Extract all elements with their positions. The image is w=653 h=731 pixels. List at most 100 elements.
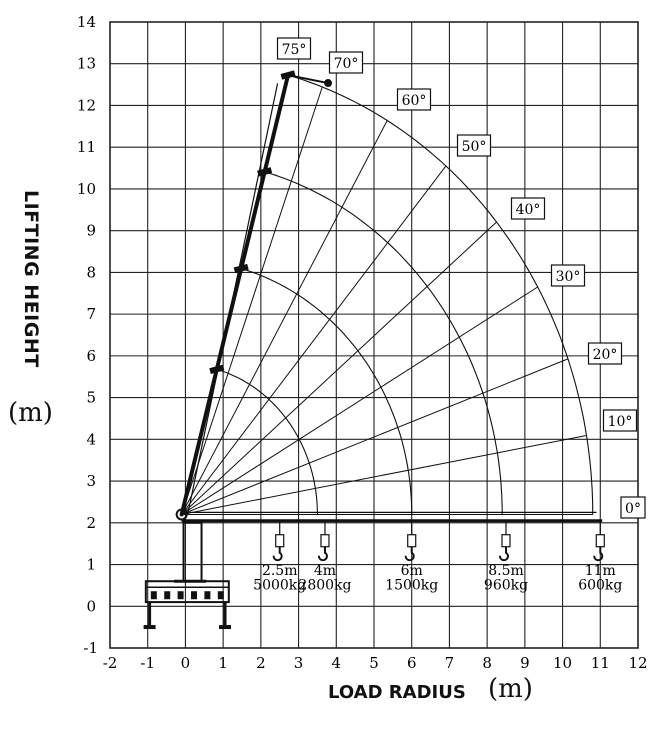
angle-ray	[181, 86, 323, 515]
boom-section-arc	[287, 74, 594, 515]
angle-label-box	[587, 342, 623, 365]
outrigger-foot	[143, 625, 156, 630]
x-axis-unit: (m)	[488, 674, 533, 704]
y-tick-label: 5	[86, 389, 96, 407]
x-tick-label: 11	[591, 654, 610, 672]
load-weight: 600kg	[578, 578, 622, 594]
y-tick-label: 9	[86, 222, 96, 240]
x-tick-label: -2	[103, 654, 118, 672]
truck-detail	[217, 591, 224, 600]
hook-icon	[593, 546, 604, 562]
x-tick-label: 8	[482, 654, 492, 672]
x-tick-label: 10	[553, 654, 572, 672]
crane-column	[182, 521, 203, 583]
y-axis-label: LIFTING HEIGHT	[20, 190, 42, 368]
hook-block	[595, 534, 605, 548]
angle-label-box	[396, 88, 432, 111]
truck-detail	[191, 591, 198, 600]
x-tick-label: 9	[520, 654, 530, 672]
hook-icon	[272, 546, 283, 562]
angle-rays	[181, 74, 593, 515]
y-tick-label: 1	[86, 556, 96, 574]
boom-joint	[257, 167, 273, 177]
angle-label-box	[602, 409, 638, 432]
truck-frame	[144, 580, 230, 604]
angle-label-box	[550, 264, 586, 287]
raised-boom-rail	[187, 83, 279, 515]
angle-ray	[181, 165, 447, 515]
boom-section-arc	[241, 268, 413, 515]
y-tick-label: 3	[86, 472, 96, 490]
x-tick-label: 3	[294, 654, 304, 672]
angle-label: 75°	[282, 42, 307, 58]
y-tick-label: 13	[77, 55, 96, 73]
load-weight: 2800kg	[298, 578, 351, 594]
axis-ticks: -2 -1 0 1 2 3 4 5 6 7 8 9 10 11 12-1012345678910111213…	[77, 13, 648, 672]
y-tick-label: 11	[77, 138, 96, 156]
x-tick-label: 0	[181, 654, 191, 672]
angle-ray	[181, 286, 538, 515]
x-tick-label: 6	[407, 654, 417, 672]
angle-ray	[181, 358, 569, 515]
y-tick-label: 2	[86, 514, 96, 532]
angle-label-box	[328, 51, 364, 74]
hook-icon	[499, 546, 509, 562]
y-tick-label: 8	[86, 263, 96, 281]
angle-label: 30°	[556, 269, 581, 285]
outrigger-foot	[219, 625, 232, 630]
truck-detail	[150, 591, 157, 600]
angle-labels: 0° 10° 20° 30° 40° 50° 60° 70° 75°	[276, 37, 646, 519]
angle-ray	[181, 434, 587, 515]
raised-boom	[179, 73, 291, 517]
angle-ray	[181, 221, 497, 515]
angle-label-box	[620, 496, 646, 519]
load-weight: 5000kg	[253, 578, 306, 594]
chart-grid	[109, 21, 639, 649]
x-tick-label: 1	[218, 654, 228, 672]
angle-label: 40°	[516, 202, 541, 218]
hook-block	[501, 534, 511, 548]
boom-structure	[175, 70, 603, 523]
boom-pivot	[175, 508, 188, 521]
y-axis-unit: (m)	[8, 398, 53, 428]
angle-label: 70°	[334, 56, 359, 72]
y-tick-label: 6	[86, 347, 96, 365]
x-tick-label: 4	[332, 654, 342, 672]
y-tick-label: 4	[86, 430, 96, 448]
load-radius: 6m	[401, 563, 423, 579]
truck-detail	[164, 591, 171, 600]
boom-arcs	[216, 74, 594, 515]
boom-section-arc	[264, 171, 503, 515]
truck-detail	[177, 591, 184, 600]
hook-icon	[404, 546, 415, 562]
angle-label-box	[276, 37, 312, 60]
hook-block	[320, 534, 330, 548]
boom-joint	[209, 364, 225, 375]
x-tick-label: 7	[445, 654, 455, 672]
angle-label-box	[510, 197, 546, 220]
x-axis-label: LOAD RADIUS	[328, 682, 466, 703]
x-tick-label: 5	[369, 654, 379, 672]
boom-tip-sheave	[324, 79, 333, 88]
hook-icon	[317, 546, 328, 562]
y-tick-label: 12	[77, 96, 96, 114]
angle-label-box	[456, 134, 492, 157]
boom-joint	[233, 263, 249, 274]
y-tick-label: 7	[86, 305, 96, 323]
x-tick-label: 2	[256, 654, 266, 672]
load-weight: 960kg	[484, 578, 528, 594]
load-radius: 4m	[314, 563, 336, 579]
angle-label: 10°	[608, 414, 633, 430]
x-tick-label: -1	[140, 654, 155, 672]
y-tick-label: 10	[77, 180, 96, 198]
truck-base	[143, 521, 232, 630]
truck-detail	[204, 591, 211, 600]
load-radius: 2.5m	[262, 563, 298, 579]
load-weight: 1500kg	[385, 578, 438, 594]
angle-label: 60°	[402, 93, 427, 109]
load-radius: 8.5m	[488, 563, 524, 579]
y-tick-label: 0	[86, 597, 96, 615]
load-radius: 11m	[585, 563, 616, 579]
